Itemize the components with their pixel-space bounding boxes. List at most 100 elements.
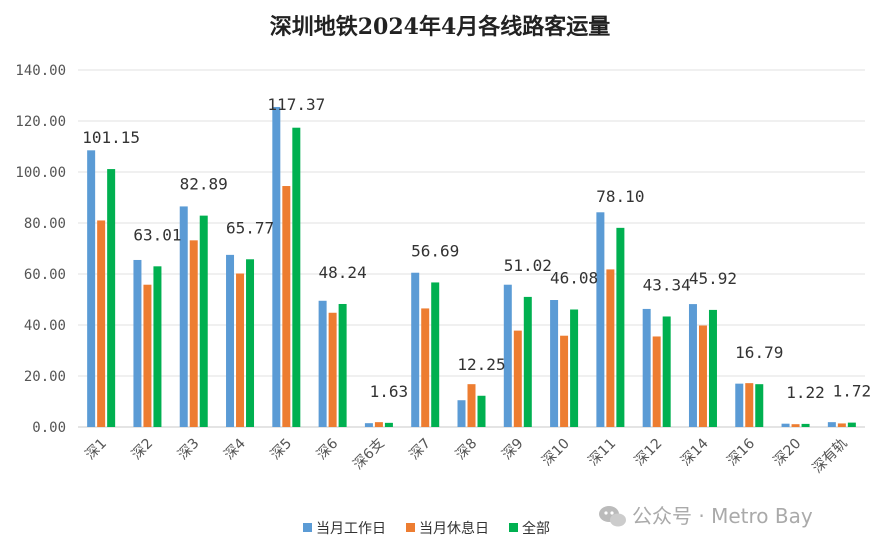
x-tick-label: 深20 [771, 436, 805, 470]
bar [107, 169, 116, 427]
x-tick-label: 深10 [539, 436, 573, 470]
x-tick-label: 深6 [314, 435, 342, 463]
bar [87, 150, 96, 427]
bar [523, 296, 532, 427]
bar [411, 272, 420, 427]
y-axis-ticks: 0.00 20.00 40.00 60.00 80.00 100.00 120.00 140.… [15, 63, 66, 436]
bar [189, 240, 198, 427]
bar [503, 284, 512, 427]
bar [560, 335, 569, 427]
bar [616, 227, 625, 427]
data-labels: 101.15 63.01 82.89 65.77 117.37 48.24 1.63 56.6… [82, 95, 871, 402]
data-label: 63.01 [133, 225, 181, 244]
legend-label: 当月工作日 [316, 521, 386, 537]
x-tick-label: 深2 [129, 436, 157, 464]
y-tick-label: 120.00 [15, 114, 66, 130]
bars [87, 106, 856, 428]
data-label: 45.92 [689, 269, 737, 288]
bar [735, 383, 744, 427]
x-tick-label: 深7 [407, 436, 435, 464]
bar [179, 206, 188, 427]
bar [652, 336, 661, 427]
y-tick-label: 140.00 [15, 63, 66, 79]
legend-swatch [406, 523, 415, 532]
y-tick-label: 0.00 [32, 420, 66, 436]
bar [570, 309, 579, 427]
data-label: 78.10 [596, 187, 644, 206]
bar [374, 422, 383, 427]
bar [837, 423, 846, 427]
bar [550, 300, 559, 427]
bar [662, 316, 671, 427]
x-tick-label: 深8 [453, 436, 481, 464]
legend-swatch [509, 523, 518, 532]
watermark: 公众号 · Metro Bay [599, 504, 813, 528]
bar [328, 312, 337, 427]
bar [642, 308, 651, 427]
chart-title: 深圳地铁2024年4月各线路客运量 [270, 14, 611, 40]
data-label: 16.79 [735, 343, 783, 362]
bar [801, 423, 810, 427]
x-tick-label: 深14 [678, 435, 712, 469]
data-label: 117.37 [267, 95, 325, 114]
bar [606, 269, 615, 427]
bar [226, 254, 235, 427]
bar [745, 383, 754, 427]
x-tick-label: 深12 [632, 436, 666, 470]
bar [97, 220, 106, 427]
y-tick-label: 20.00 [24, 369, 66, 385]
bar [338, 303, 347, 427]
data-label: 46.08 [550, 268, 598, 287]
data-label: 1.22 [786, 383, 825, 402]
bar [384, 422, 393, 427]
bar [272, 106, 281, 427]
grid-layer [78, 69, 865, 428]
bar [364, 423, 373, 427]
bar [318, 300, 327, 427]
legend-label: 当月休息日 [419, 520, 489, 537]
data-label: 12.25 [457, 355, 505, 374]
bar [282, 186, 291, 427]
x-tick-label: 深9 [499, 436, 527, 464]
x-tick-label: 深4 [221, 435, 249, 463]
data-label: 65.77 [226, 218, 274, 237]
data-label: 1.63 [370, 382, 409, 401]
wechat-icon [599, 506, 626, 527]
bar [596, 212, 605, 427]
y-tick-label: 80.00 [24, 216, 66, 232]
watermark-text: 公众号 · Metro Bay [632, 504, 813, 528]
bar [755, 384, 764, 427]
bar [133, 259, 142, 427]
data-label: 48.24 [319, 263, 367, 282]
bar [688, 304, 697, 427]
data-label: 56.69 [411, 241, 459, 260]
x-axis-categories: 深1 深2 深3 深4 深5 深6 深6支 深7 深8 深9 深10 深11 深12 深14 深16 深20 深… [82, 435, 850, 476]
bar [153, 266, 162, 427]
bar [513, 330, 522, 427]
bar [431, 282, 440, 427]
bar [827, 422, 836, 427]
data-label: 51.02 [504, 256, 552, 275]
bar [708, 309, 717, 427]
x-tick-label: 深5 [268, 436, 296, 464]
bar [246, 259, 255, 427]
bar [236, 273, 245, 427]
x-tick-label: 深3 [175, 436, 203, 464]
legend: 当月工作日 当月休息日 全部 [303, 520, 550, 537]
bar [292, 127, 301, 428]
bar [781, 423, 790, 427]
data-label: 101.15 [82, 128, 140, 147]
bar [477, 395, 486, 427]
legend-swatch [303, 523, 312, 532]
data-label: 82.89 [180, 175, 228, 194]
x-tick-label: 深1 [82, 436, 110, 464]
bar [421, 308, 430, 427]
bar [143, 284, 152, 427]
bar [457, 400, 466, 427]
x-tick-label: 深6支 [350, 436, 387, 473]
bar [199, 215, 208, 427]
y-tick-label: 60.00 [24, 267, 66, 283]
x-tick-label: 深16 [724, 435, 758, 469]
